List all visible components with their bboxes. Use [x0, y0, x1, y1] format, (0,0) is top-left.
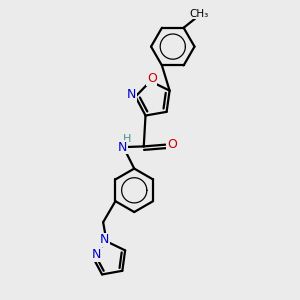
Text: O: O — [167, 138, 177, 151]
Text: CH₃: CH₃ — [189, 9, 208, 19]
Text: N: N — [100, 233, 110, 246]
Text: O: O — [147, 72, 157, 85]
Text: N: N — [118, 141, 128, 154]
Text: N: N — [92, 248, 101, 261]
Text: H: H — [123, 134, 131, 144]
Text: N: N — [127, 88, 136, 101]
